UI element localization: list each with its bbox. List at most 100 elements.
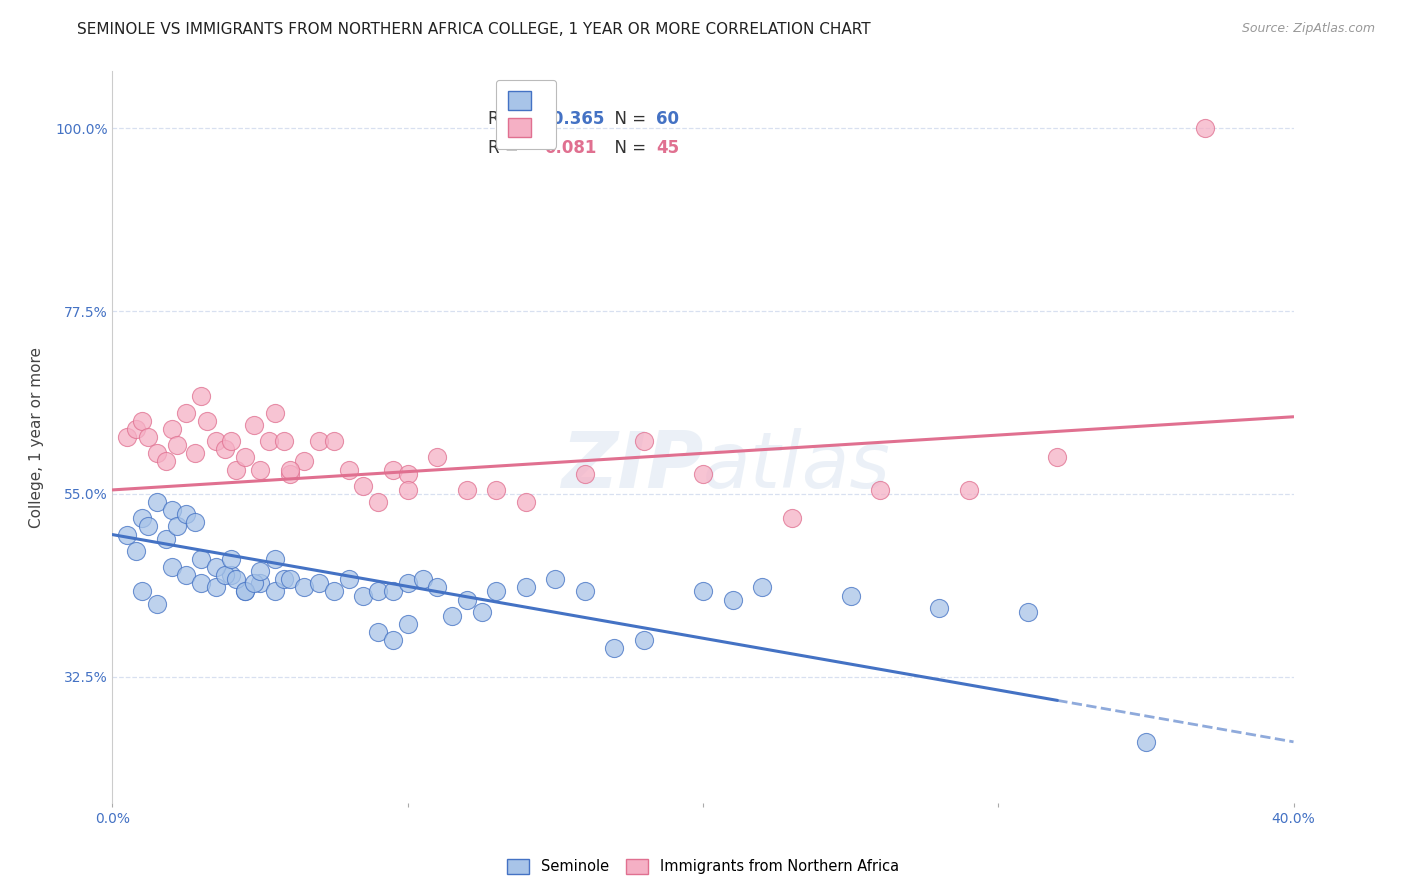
Text: 60: 60 (655, 110, 679, 128)
Point (337, 462, 360, 476)
Point (633, 434, 655, 449)
Point (367, 625, 389, 640)
Point (382, 584, 405, 599)
Point (278, 572, 301, 586)
Point (205, 581, 228, 595)
Point (441, 608, 464, 623)
Point (174, 508, 197, 522)
Point (136, 430, 159, 444)
Point (839, 589, 862, 603)
Point (323, 584, 346, 599)
Point (928, 600, 950, 615)
Text: SEMINOLE VS IMMIGRANTS FROM NORTHERN AFRICA COLLEGE, 1 YEAR OR MORE CORRELATION : SEMINOLE VS IMMIGRANTS FROM NORTHERN AFR… (77, 22, 870, 37)
Point (195, 414, 218, 428)
Point (160, 560, 183, 574)
Point (160, 503, 183, 517)
Point (278, 462, 301, 476)
Point (257, 434, 280, 449)
Point (136, 519, 159, 533)
Point (308, 434, 330, 449)
Point (174, 406, 197, 420)
Point (485, 483, 508, 497)
Point (957, 483, 980, 497)
Point (117, 527, 138, 541)
Point (751, 581, 773, 595)
Point (352, 589, 374, 603)
Point (225, 462, 247, 476)
Point (205, 434, 228, 449)
Text: ZIP: ZIP (561, 428, 703, 504)
Point (125, 422, 148, 436)
Point (292, 454, 315, 468)
Point (219, 434, 242, 449)
Point (131, 584, 153, 599)
Point (249, 462, 271, 476)
Point (780, 511, 803, 525)
Legend: Seminole, Immigrants from Northern Africa: Seminole, Immigrants from Northern Afric… (502, 853, 904, 880)
Point (166, 519, 188, 533)
Point (264, 584, 287, 599)
Point (367, 495, 389, 509)
Point (544, 572, 567, 586)
Point (131, 414, 153, 428)
Point (205, 560, 228, 574)
Point (367, 584, 389, 599)
Point (869, 483, 891, 497)
Point (273, 572, 295, 586)
Text: 45: 45 (655, 139, 679, 157)
Point (190, 389, 212, 403)
Point (603, 641, 626, 656)
Point (1046, 450, 1069, 465)
Point (470, 605, 494, 619)
Point (1135, 735, 1157, 749)
Text: -0.365: -0.365 (544, 110, 605, 128)
Legend: , : , (496, 79, 555, 149)
Point (233, 584, 256, 599)
Text: N =: N = (603, 110, 651, 128)
Point (352, 479, 374, 493)
Point (633, 633, 655, 648)
Point (692, 467, 714, 481)
Point (574, 584, 596, 599)
Point (382, 633, 405, 648)
Point (214, 442, 236, 457)
Point (1194, 121, 1216, 136)
Point (278, 467, 301, 481)
Point (160, 422, 183, 436)
Point (219, 568, 242, 582)
Point (190, 552, 212, 566)
Y-axis label: College, 1 year or more: College, 1 year or more (30, 347, 44, 527)
Point (264, 406, 287, 420)
Point (117, 430, 138, 444)
Point (146, 597, 169, 611)
Point (249, 564, 271, 578)
Point (456, 483, 478, 497)
Point (184, 516, 207, 530)
Point (1017, 605, 1039, 619)
Point (292, 581, 315, 595)
Text: atlas: atlas (703, 428, 891, 504)
Point (426, 581, 449, 595)
Point (243, 576, 266, 591)
Text: 0.081: 0.081 (544, 139, 598, 157)
Point (125, 544, 148, 558)
Point (184, 446, 207, 460)
Point (337, 572, 360, 586)
Point (721, 592, 744, 607)
Point (155, 454, 177, 468)
Text: R =: R = (488, 110, 524, 128)
Text: Source: ZipAtlas.com: Source: ZipAtlas.com (1241, 22, 1375, 36)
Point (456, 592, 478, 607)
Point (233, 450, 256, 465)
Point (146, 446, 169, 460)
Point (323, 434, 346, 449)
Point (155, 532, 177, 546)
Point (264, 552, 287, 566)
Point (166, 438, 188, 452)
Point (396, 576, 419, 591)
Point (396, 617, 419, 632)
Point (249, 576, 271, 591)
Point (243, 417, 266, 432)
Point (190, 576, 212, 591)
Point (225, 572, 247, 586)
